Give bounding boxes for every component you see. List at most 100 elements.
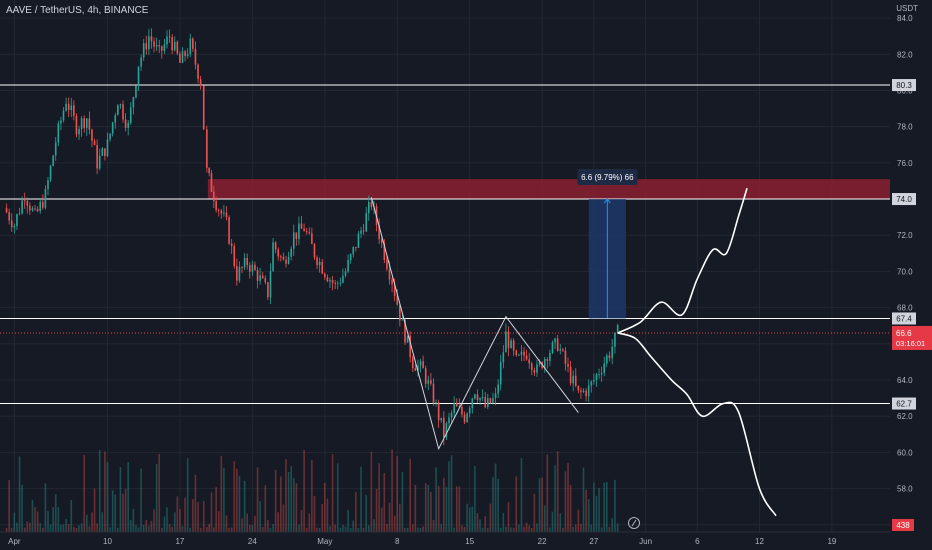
volume-bar (117, 527, 119, 532)
volume-bar (468, 507, 471, 532)
x-tick-label: Apr (8, 537, 21, 546)
candle-body (404, 319, 406, 343)
volume-bar (206, 526, 208, 532)
price-axis-bg (890, 0, 932, 550)
candle-body (533, 370, 536, 373)
volume-bar (163, 516, 166, 532)
volume-bar (287, 471, 290, 532)
volume-bar (192, 499, 194, 532)
candle-body (206, 129, 208, 168)
price-axis[interactable]: 84.082.080.078.076.074.072.070.068.066.0… (890, 0, 932, 550)
candle-body (215, 201, 217, 211)
volume-bar (427, 484, 430, 532)
volume-bar (135, 525, 137, 532)
volume-bar (318, 527, 321, 532)
candle-body (295, 232, 298, 239)
candle-body (440, 417, 443, 421)
candle-body (213, 191, 215, 202)
candle-body (39, 201, 42, 211)
volume-bar (251, 524, 254, 532)
candle-body (339, 282, 342, 284)
candle-body (127, 122, 129, 128)
volume-bar (430, 491, 432, 532)
volume-bar (96, 523, 98, 532)
current-price-label: 66.6 (896, 329, 912, 338)
volume-bar (256, 467, 259, 532)
volume-bar (453, 527, 455, 532)
candle-body (347, 260, 349, 272)
volume-bar (538, 478, 541, 532)
candle-body (119, 104, 122, 106)
candle-body (489, 398, 492, 403)
candle-body (176, 41, 179, 54)
candle-body (468, 408, 471, 414)
volume-bar (171, 526, 173, 532)
replay-icon[interactable] (628, 517, 640, 529)
volume-bar (303, 450, 305, 532)
measure-tool[interactable]: 6.6 (9.79%) 66 (577, 169, 638, 319)
candle-body (171, 37, 173, 51)
y-tick-label: 62.0 (897, 412, 913, 421)
candle-body (31, 208, 34, 211)
volume-bar (246, 513, 248, 532)
candle-body (282, 256, 285, 260)
measure-label: 6.6 (9.79%) 66 (581, 173, 634, 182)
volume-bar (593, 482, 595, 532)
volume-bar (541, 477, 543, 532)
volume-bar (380, 507, 383, 532)
volume-bar (80, 523, 83, 532)
volume-bar (393, 515, 396, 532)
candle-body (80, 118, 83, 130)
candle-body (243, 258, 246, 268)
volume-bar (215, 487, 217, 532)
volume-bar (536, 523, 538, 532)
volume-bar (280, 476, 282, 532)
candle-body (336, 282, 339, 284)
volume-bar (562, 527, 564, 532)
volume-bar (13, 512, 16, 532)
candle-body (556, 338, 559, 351)
volume-bar (217, 511, 220, 532)
volume-bar (362, 527, 365, 532)
candle-body (49, 165, 52, 181)
candle-body (179, 53, 181, 63)
volume-bar (577, 509, 580, 532)
candle-body (303, 228, 305, 232)
y-tick-label: 82.0 (897, 50, 913, 59)
volume-bar (484, 516, 487, 532)
candle-body (525, 355, 528, 360)
candle-body (47, 180, 49, 190)
candle-body (422, 361, 424, 369)
volume-bar (264, 485, 267, 532)
candle-body (585, 390, 587, 397)
y-tick-label: 78.0 (897, 123, 913, 132)
volume-bar (127, 462, 129, 532)
volume-bar (505, 526, 507, 532)
candle-body (233, 246, 236, 267)
volume-bar (489, 503, 492, 532)
volume-bar (450, 455, 453, 532)
candle-body (199, 79, 202, 86)
volume-bar (223, 467, 225, 532)
volume-bar (129, 520, 132, 532)
volume-bar (440, 523, 443, 532)
candle-body (65, 103, 67, 111)
candle-body (217, 210, 220, 212)
pattern-polyline (370, 197, 579, 451)
candle-body (458, 406, 461, 408)
candle-body (269, 271, 272, 298)
volume-bar (34, 506, 36, 532)
volume-bar (150, 520, 153, 532)
symbol-title[interactable]: AAVE / TetherUS, 4h, BINANCE (6, 5, 149, 16)
candle-body (538, 362, 541, 365)
volume-bar (614, 479, 616, 532)
price-tags: 80.3 74.0 67.4 62.7 66.603:16:01 438 (892, 79, 932, 531)
y-tick-label: 70.0 (897, 267, 913, 276)
volume-bar (391, 449, 393, 532)
candle-body (324, 273, 326, 278)
candle-body (26, 200, 29, 206)
candle-body (52, 155, 54, 166)
time-axis[interactable]: Apr 10 17 24 May 8 15 22 27 Jun 6 12 19 (0, 531, 890, 546)
volume-bar (375, 489, 378, 532)
